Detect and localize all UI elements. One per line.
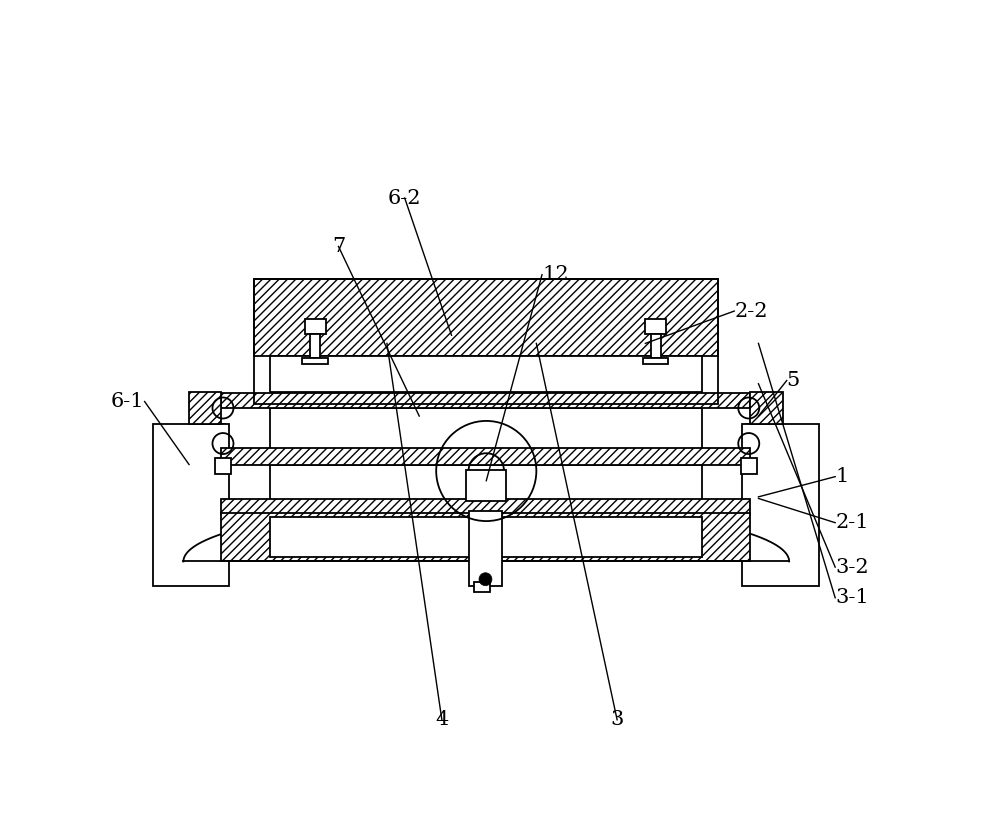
Bar	[645, 319, 666, 334]
Bar	[221, 448, 750, 464]
Bar	[742, 424, 819, 586]
Bar	[750, 392, 783, 424]
Bar	[643, 358, 668, 365]
Text: 3-1: 3-1	[835, 588, 869, 607]
Text: 3-2: 3-2	[835, 557, 869, 577]
Bar	[189, 392, 221, 424]
Text: 2-1: 2-1	[835, 513, 869, 532]
Bar	[189, 424, 225, 557]
Bar	[310, 334, 320, 358]
Text: 12: 12	[542, 265, 569, 284]
Text: 6-2: 6-2	[388, 188, 421, 207]
Text: 7: 7	[332, 237, 345, 256]
Text: 1: 1	[835, 467, 849, 486]
Bar	[302, 358, 328, 365]
Bar	[469, 512, 502, 586]
Bar	[221, 513, 750, 561]
Bar	[270, 464, 702, 513]
Bar	[270, 517, 702, 557]
Bar	[270, 408, 702, 460]
Bar	[215, 458, 231, 474]
Bar	[474, 583, 490, 592]
Text: 3: 3	[610, 710, 624, 730]
Bar	[305, 319, 326, 334]
Bar	[221, 499, 750, 516]
Text: 5: 5	[787, 371, 800, 390]
Bar	[254, 279, 718, 356]
Text: 6-1: 6-1	[111, 392, 145, 411]
Bar	[153, 424, 229, 586]
Bar	[221, 393, 750, 408]
Bar	[254, 279, 718, 404]
Circle shape	[479, 573, 492, 586]
Text: 4: 4	[435, 710, 448, 730]
Bar	[466, 470, 506, 501]
Bar	[746, 424, 783, 557]
Text: 2-2: 2-2	[734, 302, 768, 321]
Bar	[741, 458, 757, 474]
Bar	[651, 334, 661, 358]
Bar	[270, 356, 702, 392]
